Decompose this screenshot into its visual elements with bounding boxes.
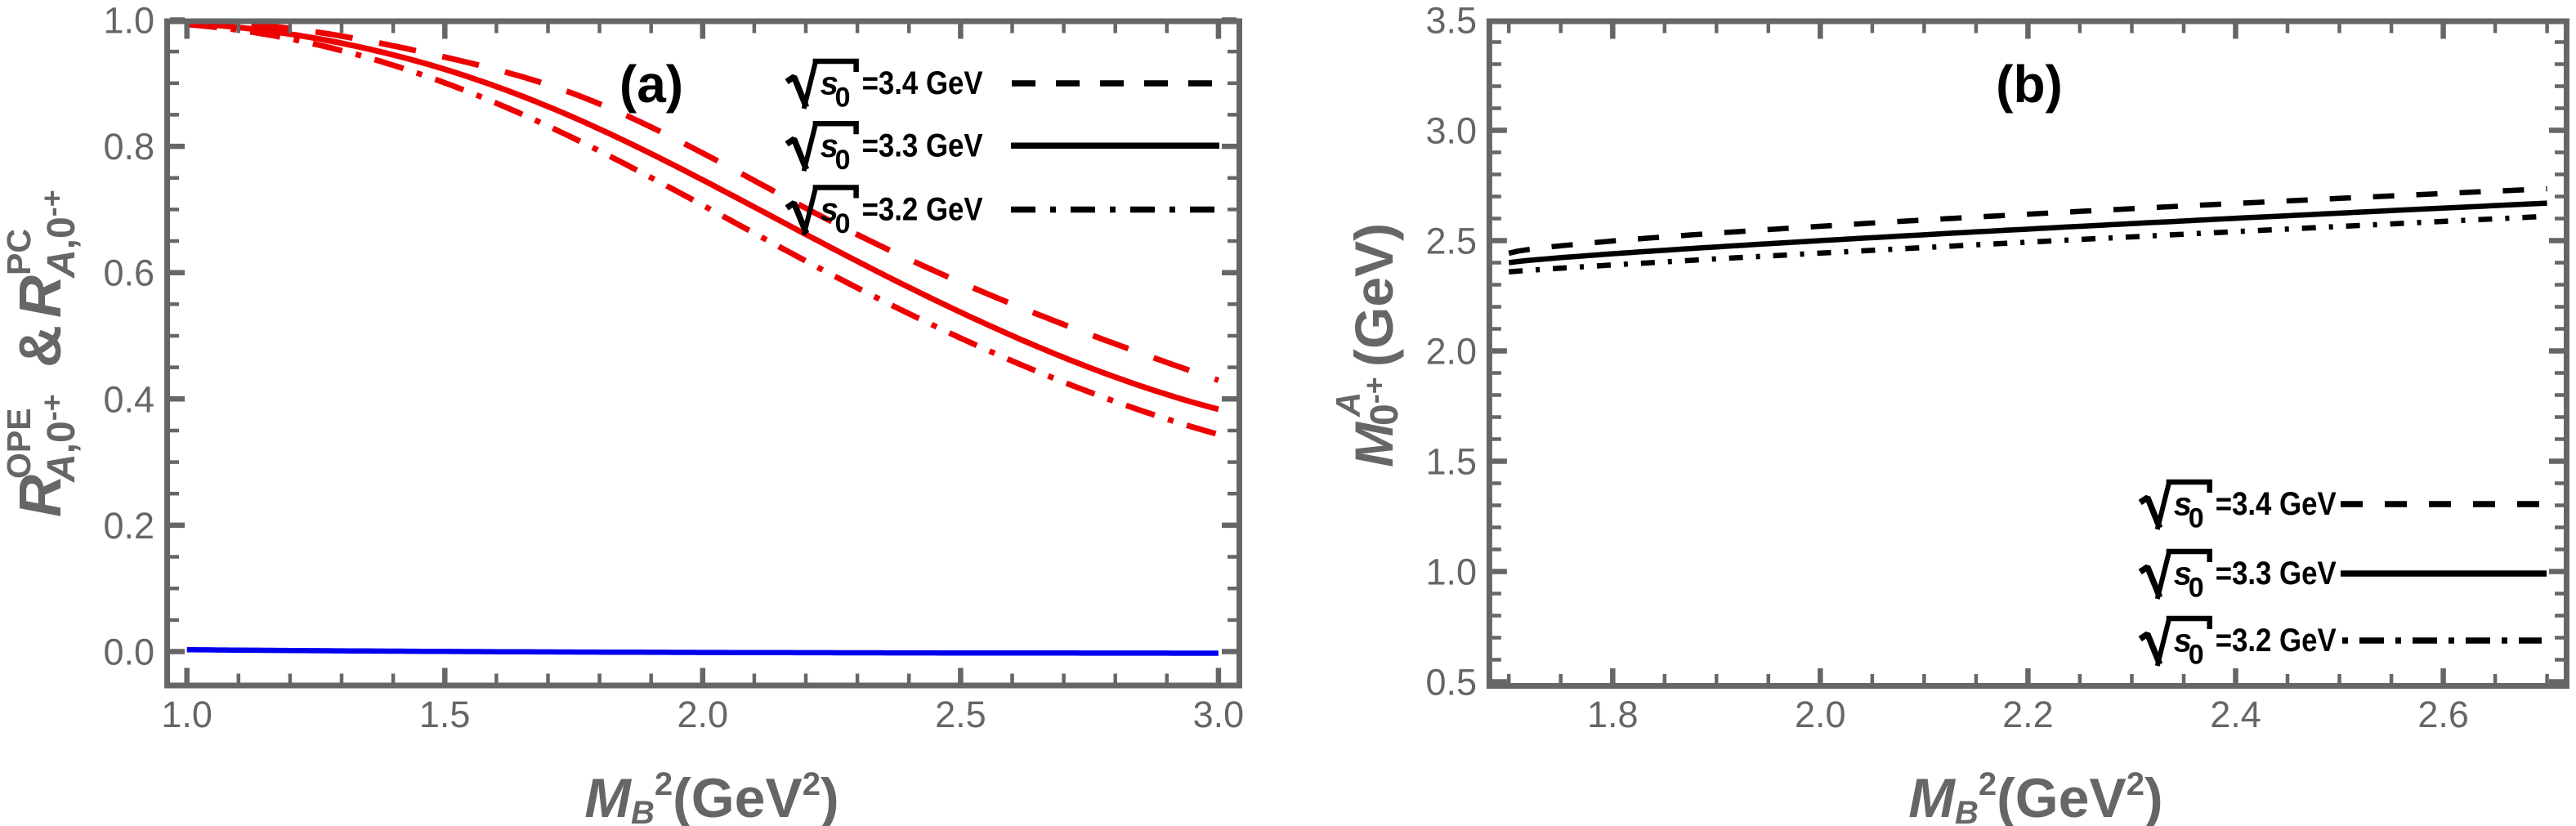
svg-text:0: 0: [835, 145, 851, 176]
svg-text:s: s: [821, 192, 839, 228]
svg-text:R: R: [8, 275, 74, 318]
svg-text:s: s: [821, 66, 839, 102]
svg-text:s: s: [2174, 556, 2192, 592]
svg-text:0: 0: [835, 208, 851, 239]
svg-text:A,0-+: A,0-+: [35, 394, 83, 483]
svg-text:2.6: 2.6: [2417, 694, 2469, 735]
svg-text:1.0: 1.0: [1425, 551, 1477, 593]
svg-text:2.0: 2.0: [1795, 694, 1846, 735]
svg-text:0.2: 0.2: [103, 505, 154, 547]
svg-text:OPE: OPE: [0, 408, 38, 479]
svg-text:s: s: [2174, 623, 2192, 659]
svg-text:0: 0: [2189, 573, 2204, 604]
svg-text:(b): (b): [1996, 55, 2063, 114]
svg-text:=3.4 GeV: =3.4 GeV: [2216, 486, 2337, 522]
svg-text:=3.2 GeV: =3.2 GeV: [862, 192, 983, 228]
svg-text:0.4: 0.4: [103, 378, 154, 420]
svg-text:MB2(GeV2): MB2(GeV2): [584, 766, 839, 826]
svg-text:1.8: 1.8: [1587, 694, 1639, 735]
svg-text:0: 0: [2189, 503, 2204, 534]
svg-text:3.0: 3.0: [1425, 110, 1477, 152]
svg-text:&: &: [8, 325, 74, 368]
svg-text:0.5: 0.5: [1425, 662, 1477, 703]
svg-text:0: 0: [2189, 640, 2204, 671]
svg-text:1.5: 1.5: [1425, 441, 1477, 483]
svg-text:(GeV): (GeV): [1344, 223, 1404, 367]
svg-text:PC: PC: [0, 229, 38, 275]
svg-text:M: M: [1344, 421, 1404, 467]
svg-text:(a): (a): [619, 55, 683, 114]
svg-text:2.0: 2.0: [678, 694, 729, 735]
svg-text:2.4: 2.4: [2210, 694, 2261, 735]
svg-text:1.0: 1.0: [161, 694, 212, 735]
svg-text:0: 0: [835, 83, 851, 114]
svg-text:0.8: 0.8: [103, 126, 154, 167]
svg-text:0.6: 0.6: [103, 252, 154, 294]
svg-text:R: R: [8, 475, 74, 517]
svg-text:1.0: 1.0: [103, 0, 154, 42]
svg-text:2.5: 2.5: [1425, 221, 1477, 262]
svg-text:=3.3 GeV: =3.3 GeV: [862, 127, 983, 163]
svg-text:1.5: 1.5: [419, 694, 471, 735]
svg-text:2.2: 2.2: [2002, 694, 2054, 735]
svg-text:2.5: 2.5: [935, 694, 986, 735]
svg-text:A,0-+: A,0-+: [35, 190, 83, 279]
svg-text:MB2(GeV2): MB2(GeV2): [1908, 766, 2162, 826]
svg-text:=3.3 GeV: =3.3 GeV: [2216, 556, 2337, 592]
svg-text:=3.4 GeV: =3.4 GeV: [862, 65, 983, 101]
svg-text:0.0: 0.0: [103, 632, 154, 673]
svg-text:A: A: [1329, 392, 1367, 417]
svg-text:3.0: 3.0: [1193, 694, 1245, 735]
svg-text:s: s: [821, 128, 839, 164]
svg-text:s: s: [2174, 487, 2192, 523]
svg-text:0-+: 0-+: [1357, 377, 1407, 426]
svg-text:2.0: 2.0: [1425, 331, 1477, 373]
svg-text:=3.2 GeV: =3.2 GeV: [2216, 623, 2337, 659]
svg-text:3.5: 3.5: [1425, 0, 1477, 42]
